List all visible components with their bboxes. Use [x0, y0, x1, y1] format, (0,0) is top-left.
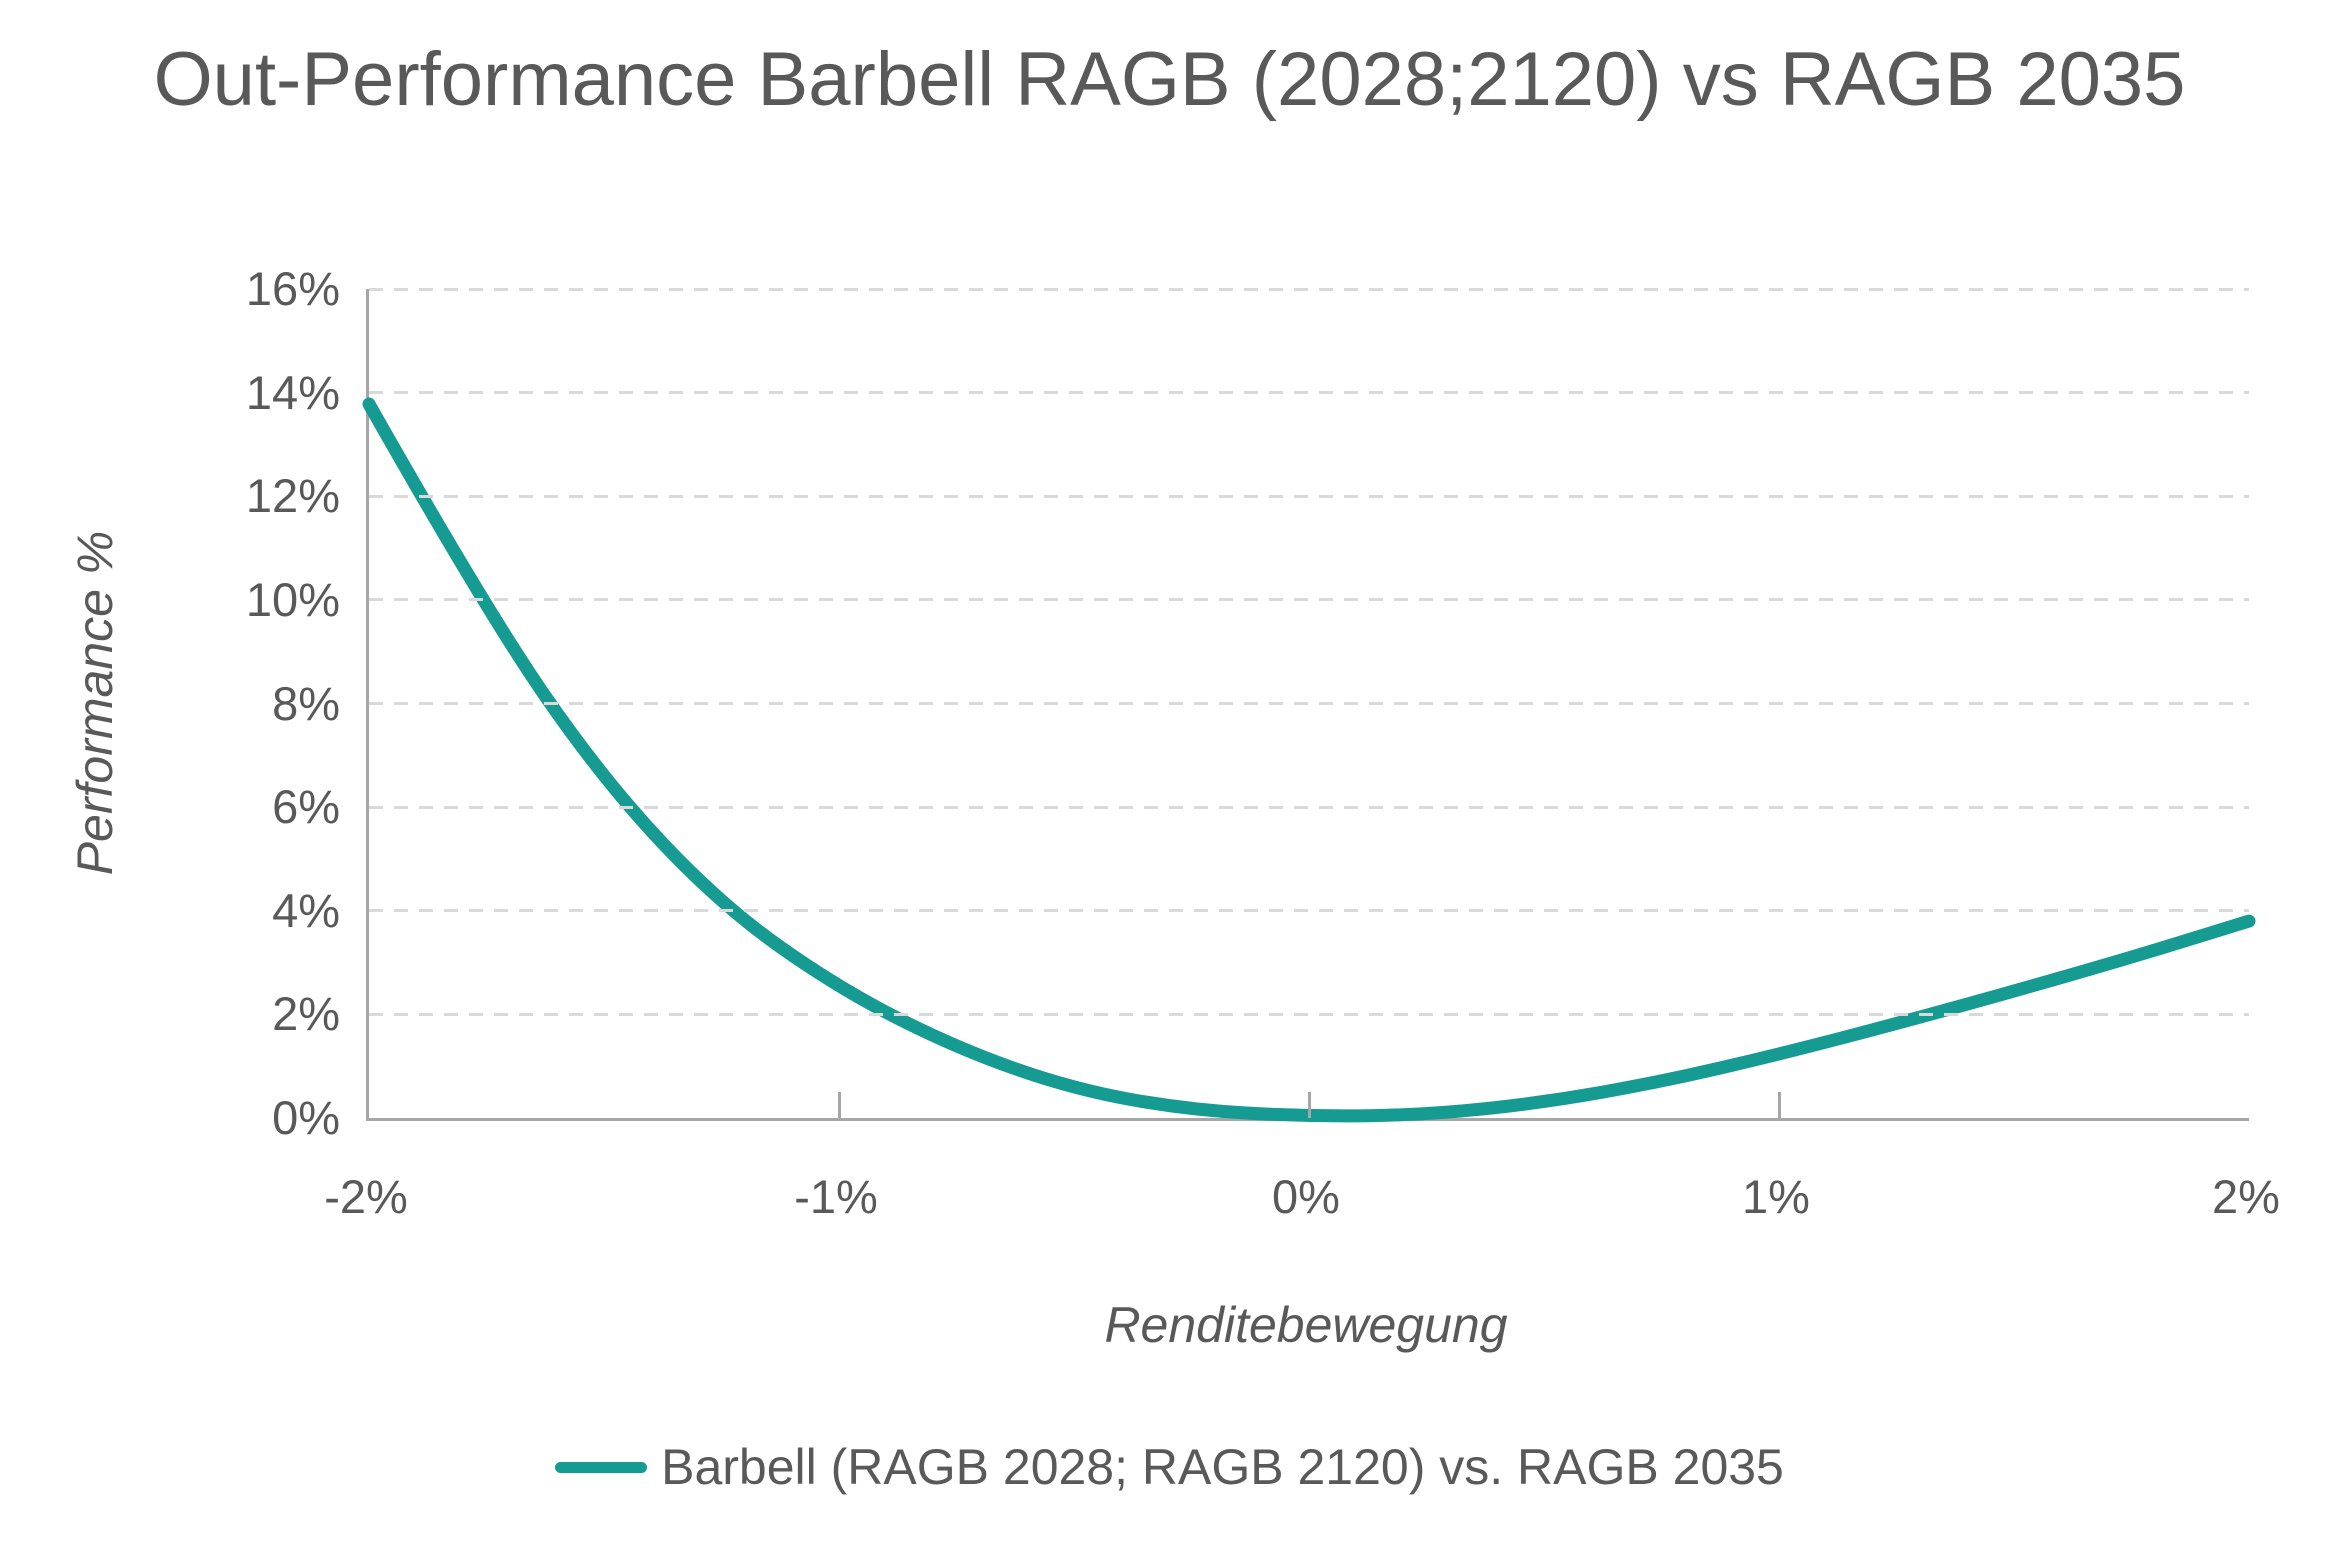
y-tick-label-16: 16%	[245, 262, 340, 315]
y-tick-label-14: 14%	[245, 365, 340, 419]
x-axis-title: Renditebewegung	[1104, 1297, 1508, 1353]
gridline-8	[369, 702, 2249, 705]
x-tick-label--2: -2%	[324, 1170, 408, 1223]
series-line-barbell	[362, 397, 2256, 1123]
y-tick-label-8: 8%	[272, 676, 340, 730]
gridline-12	[369, 494, 2249, 498]
gridline-10	[369, 598, 2249, 602]
x-tick-label-1: 1%	[1742, 1170, 1810, 1223]
x-tick-label-2: 2%	[2212, 1170, 2280, 1223]
chart-title: Out-Performance Barbell RAGB (2028;2120)…	[153, 37, 2186, 122]
curve-svg	[362, 397, 2256, 1123]
x-tick-mark-1	[1777, 1092, 1781, 1118]
y-tick-label-12: 12%	[245, 469, 340, 523]
x-tick-mark--1	[837, 1092, 841, 1118]
plot-area	[362, 287, 2256, 1123]
gridline-14	[369, 391, 2249, 395]
x-tick-label--1: -1%	[794, 1170, 878, 1223]
y-tick-label-2: 2%	[272, 987, 340, 1041]
x-tick-mark-0	[1307, 1092, 1311, 1118]
gridline-16	[369, 287, 2249, 291]
x-tick-label-0: 0%	[1272, 1170, 1340, 1223]
legend-line-swatch	[555, 1461, 648, 1473]
gridline-2	[369, 1012, 2249, 1016]
y-tick-label-0: 0%	[272, 1091, 340, 1144]
y-tick-label-10: 10%	[245, 572, 340, 626]
y-tick-label-6: 6%	[272, 780, 340, 834]
gridline-4	[369, 909, 2249, 913]
legend: Barbell (RAGB 2028; RAGB 2120) vs. RAGB …	[0, 1438, 2339, 1496]
gridline-6	[369, 805, 2249, 809]
y-tick-label-4: 4%	[272, 883, 340, 937]
legend-label: Barbell (RAGB 2028; RAGB 2120) vs. RAGB …	[661, 1439, 1784, 1495]
